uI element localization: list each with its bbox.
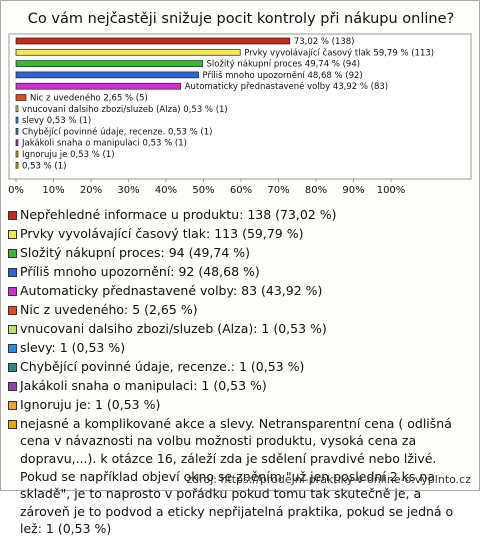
legend-swatch: [8, 381, 17, 391]
legend-swatch: [8, 400, 17, 410]
bar: [15, 48, 241, 56]
legend-item: vnucovani dalsiho zbozi/sluzeb (Alza): 1…: [7, 320, 473, 338]
x-tick-label: 40%: [155, 185, 177, 196]
bar-label: Automaticky přednastavené volby 43,92 % …: [185, 81, 388, 92]
bar: [15, 82, 182, 90]
x-tick-label: 90%: [342, 185, 364, 196]
legend-swatch: [8, 248, 17, 258]
chart: Co vám nejčastěji snižuje pocit kontroly…: [8, 11, 472, 196]
bar: [15, 60, 203, 67]
source: zdroj: https://prodejni-praktiky-v-onlin…: [186, 473, 471, 486]
chart-title: Co vám nejčastěji snižuje pocit kontroly…: [28, 11, 454, 27]
x-tick-label: 30%: [117, 185, 139, 196]
bar-label: Nic z uvedeného 2,65 % (5): [30, 93, 148, 104]
bar: [15, 94, 27, 101]
legend-label: slevy: 1 (0,53 %): [20, 339, 126, 355]
bar-label: Složitý nákupní proces 49,74 % (94): [207, 60, 361, 70]
bar-label: Chybějící povinné údaje, recenze. 0,53 %…: [22, 126, 213, 137]
bar: [15, 71, 199, 79]
legend-label: Prvky vyvolávající časový tlak: 113 (59,…: [20, 225, 304, 241]
legend-item: Příliš mnoho upozornění: 92 (48,68 %): [7, 263, 473, 281]
legend-item: Nic z uvedeného: 5 (2,65 %): [7, 301, 473, 319]
legend-item: Automaticky přednastavené volby: 83 (43,…: [7, 282, 473, 300]
legend-item: Nepřehledné informace u produktu: 138 (7…: [7, 206, 473, 224]
legend-label: Ignoruju je: 1 (0,53 %): [20, 396, 161, 412]
legend-label: Jakákoli snaha o manipulaci: 1 (0,53 %): [20, 377, 267, 393]
legend-swatch: [8, 229, 17, 239]
legend-swatch: [8, 267, 17, 277]
x-tick-label: 100%: [377, 185, 406, 196]
legend-label: Nepřehledné informace u produktu: 138 (7…: [20, 207, 337, 222]
legend-item: Ignoruju je: 1 (0,53 %): [7, 396, 473, 414]
legend: Nepřehledné informace u produktu: 138 (7…: [7, 206, 473, 539]
legend-item: slevy: 1 (0,53 %): [7, 339, 473, 357]
x-tick-label: 0%: [8, 185, 24, 196]
bar: [15, 150, 19, 158]
bar-label: vnucovani dalsiho zbozi/sluzeb (Alza) 0,…: [22, 105, 228, 115]
legend-swatch: [8, 305, 17, 315]
legend-swatch: [8, 362, 17, 372]
legend-swatch: [8, 324, 17, 334]
legend-label: Automaticky přednastavené volby: 83 (43,…: [20, 282, 323, 298]
legend-item: Prvky vyvolávající časový tlak: 113 (59,…: [7, 225, 473, 243]
bar-label: Příliš mnoho upozornění 48,68 % (92): [203, 70, 363, 81]
plot-frame: [8, 33, 472, 180]
legend-swatch: [8, 419, 17, 429]
bar: [15, 116, 19, 124]
x-tick-label: 50%: [192, 185, 214, 196]
bar-label: Ignoruju je 0,53 % (1): [22, 150, 115, 160]
bar-label: 0,53 % (1): [22, 161, 66, 171]
legend-label: Příliš mnoho upozornění: 92 (48,68 %): [20, 263, 260, 279]
bar: [15, 37, 291, 45]
legend-item: Jakákoli snaha o manipulaci: 1 (0,53 %): [7, 377, 473, 395]
bar-label: Jakákoli snaha o manipulaci 0,53 % (1): [21, 139, 187, 149]
x-tick-label: 20%: [80, 185, 102, 196]
x-tick-label: 80%: [305, 185, 327, 196]
x-tick-label: 10%: [42, 185, 64, 196]
legend-swatch: [8, 211, 17, 220]
x-tick-label: 70%: [267, 185, 289, 196]
legend-item: Chybějící povinné údaje, recenze.: 1 (0,…: [7, 358, 473, 376]
legend-item: Složitý nákupní proces: 94 (49,74 %): [7, 244, 473, 262]
x-tick-label: 60%: [230, 185, 252, 196]
bar-label: 73,02 % (138): [294, 37, 355, 47]
legend-swatch: [8, 343, 17, 353]
legend-swatch: [8, 286, 17, 296]
legend-label: Složitý nákupní proces: 94 (49,74 %): [20, 244, 250, 260]
bar-label: slevy 0,53 % (1): [22, 116, 91, 126]
bar-label: Prvky vyvolávající časový tlak 59,79 % (…: [244, 47, 434, 58]
legend-label: Chybějící povinné údaje, recenze.: 1 (0,…: [20, 358, 305, 374]
legend-label: vnucovani dalsiho zbozi/sluzeb (Alza): 1…: [20, 320, 327, 336]
bar: [15, 139, 19, 147]
bar: [15, 105, 19, 113]
legend-label: Nic z uvedeného: 5 (2,65 %): [20, 301, 198, 317]
bar: [15, 161, 19, 169]
bar: [15, 128, 19, 135]
